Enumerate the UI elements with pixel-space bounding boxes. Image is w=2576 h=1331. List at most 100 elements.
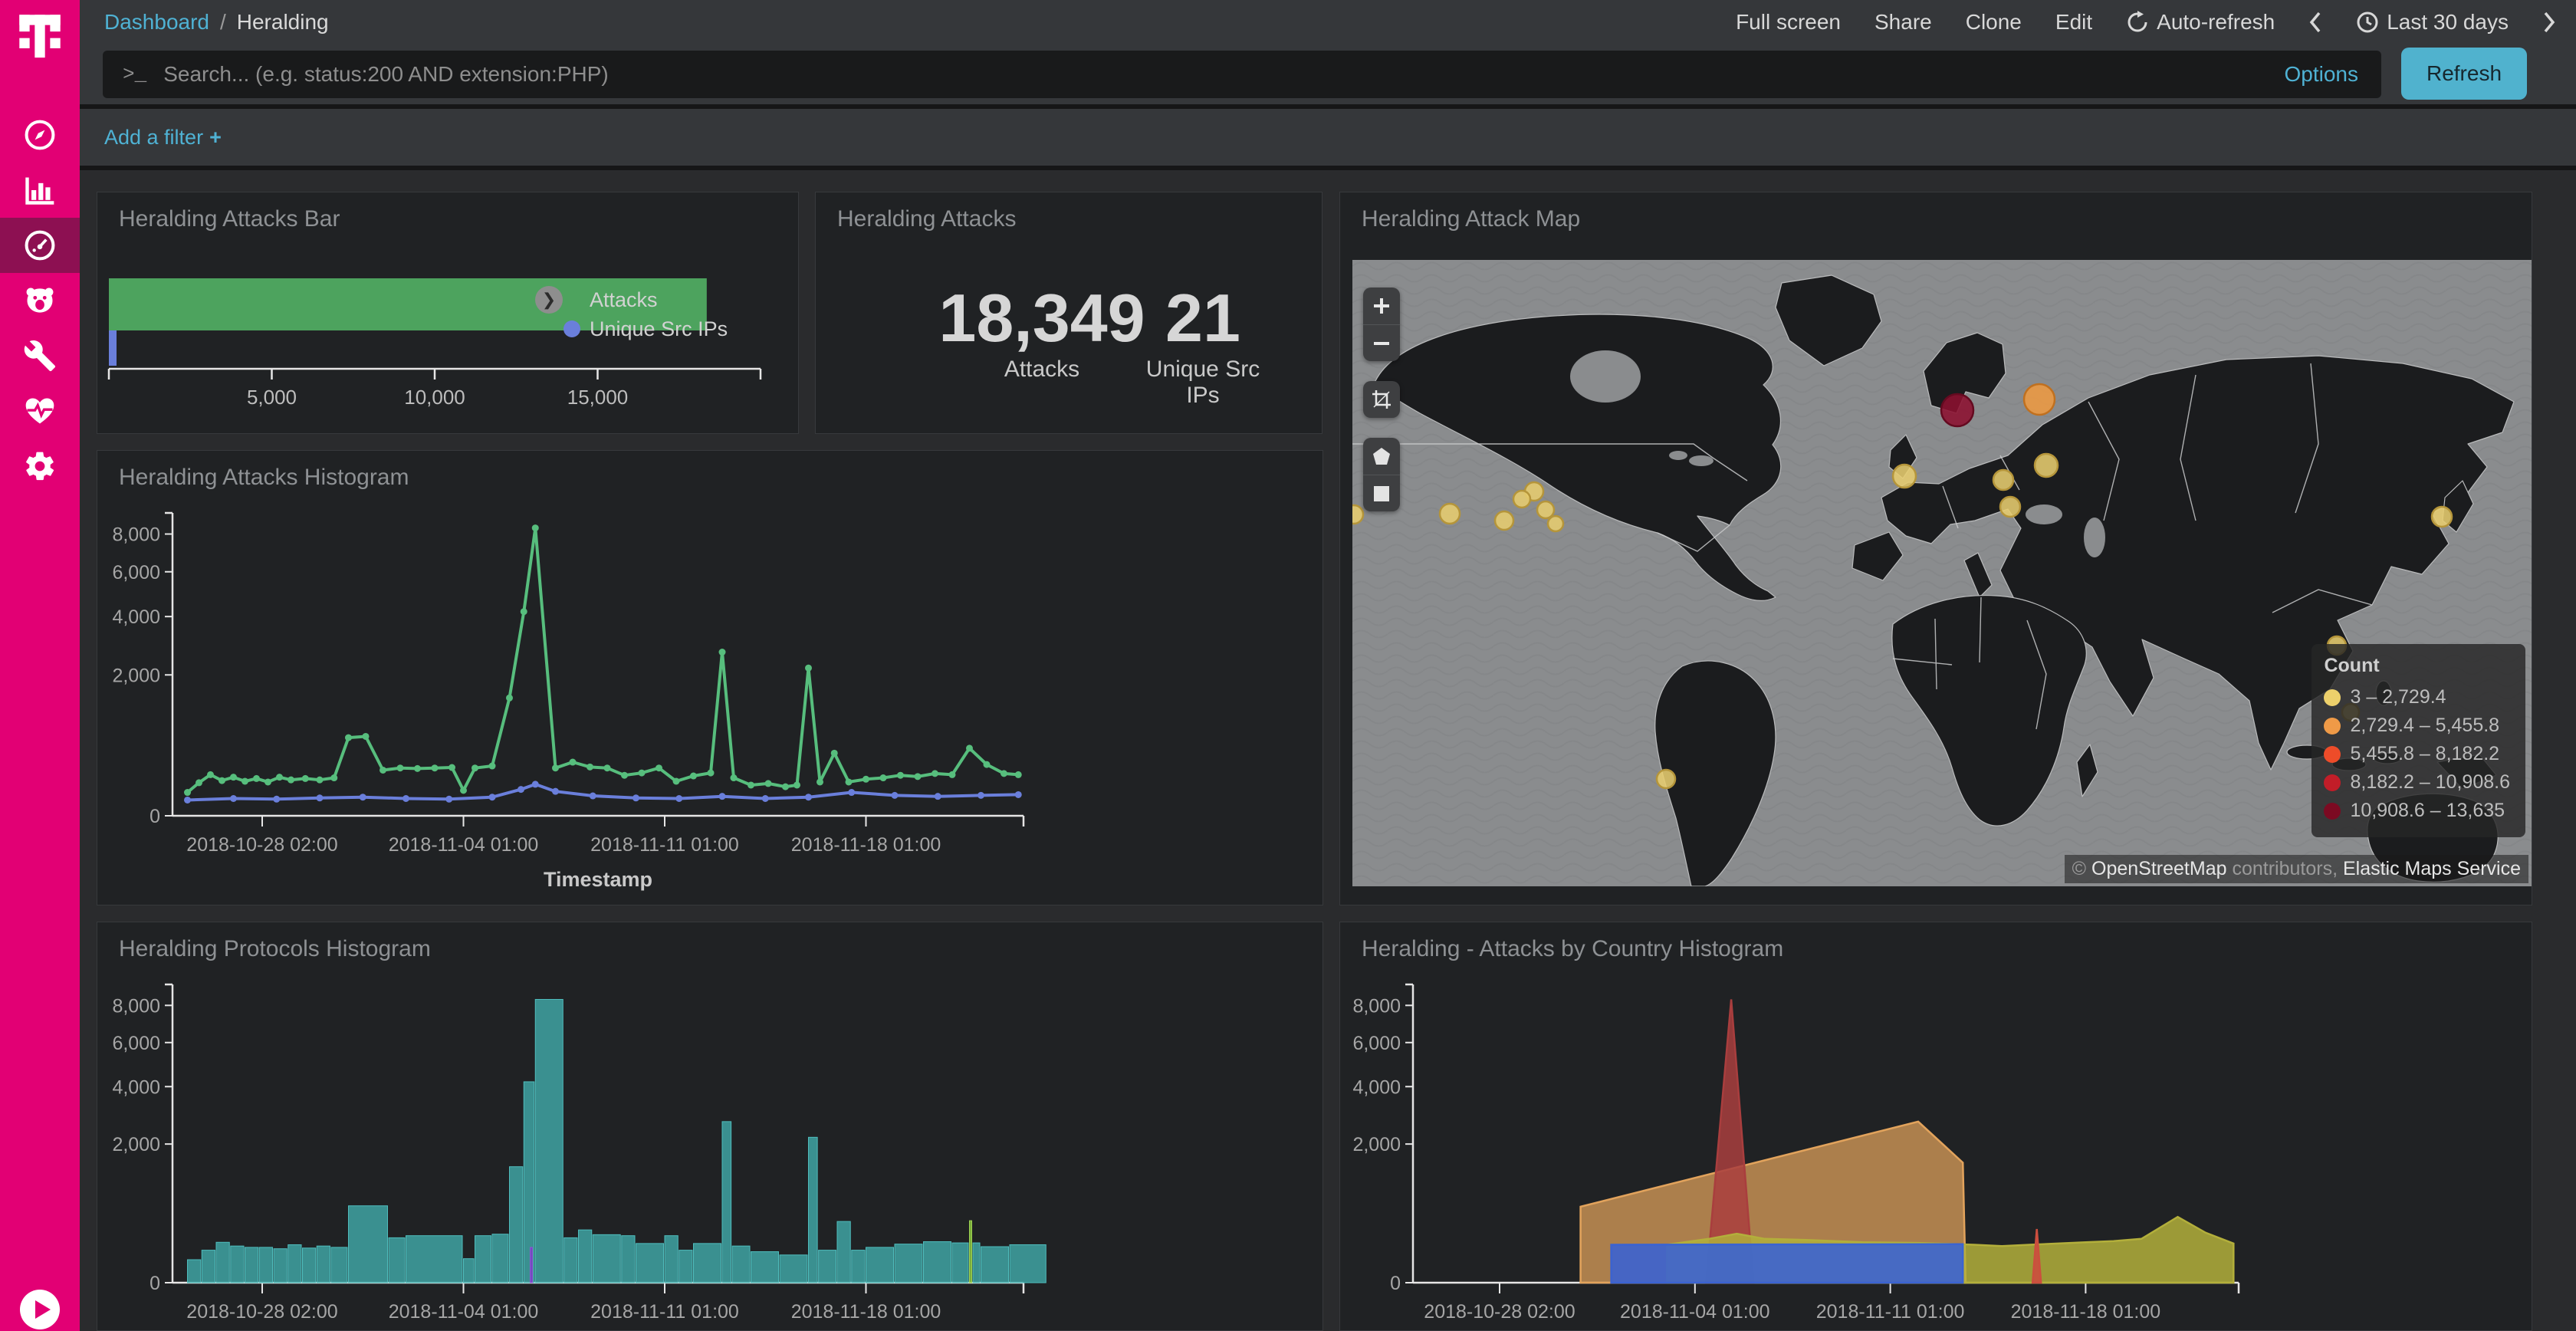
svg-text:2018-11-11 01:00: 2018-11-11 01:00 <box>590 1301 739 1323</box>
ems-link[interactable]: Elastic Maps Service <box>2343 858 2521 879</box>
svg-text:15,000: 15,000 <box>567 386 629 409</box>
add-filter-link[interactable]: Add a filter+ <box>104 126 222 150</box>
telekom-t-logo[interactable] <box>14 9 66 61</box>
attack-location-marker <box>2000 497 2020 517</box>
map-controls <box>1363 288 1400 511</box>
svg-text:4,000: 4,000 <box>112 606 160 628</box>
map-legend-range: 3 – 2,729.4 <box>2350 686 2446 708</box>
svg-text:2018-11-18 01:00: 2018-11-18 01:00 <box>791 834 941 856</box>
chevron-right-icon <box>2542 11 2556 34</box>
polygon-select-button[interactable] <box>1363 438 1400 475</box>
sidebar-item-dev-tools[interactable] <box>0 328 80 383</box>
sidebar-collapse-button[interactable] <box>18 1288 61 1331</box>
attack-location-marker <box>2432 507 2452 527</box>
sidebar-item-visualize[interactable] <box>0 163 80 218</box>
panel-title: Heralding Attack Map <box>1362 206 1580 232</box>
chevron-left-icon <box>2308 11 2322 34</box>
zoom-in-button[interactable] <box>1363 288 1400 324</box>
refresh-arrow-icon <box>2126 11 2149 34</box>
map-legend-item: 8,182.2 – 10,908.6 <box>2324 768 2510 797</box>
svg-text:6,000: 6,000 <box>1352 1033 1401 1054</box>
legend-toggle-icon[interactable]: ❯ <box>535 286 563 314</box>
time-back-button[interactable] <box>2308 11 2322 34</box>
topbar-menu: Full screen Share Clone Edit <box>1736 10 2092 35</box>
attack-location-marker <box>1893 465 1916 488</box>
panel-title: Heralding - Attacks by Country Histogram <box>1362 936 1783 962</box>
bar-chart-icon <box>23 173 57 207</box>
map-legend-dot <box>2324 689 2341 706</box>
sidebar-item-dashboard[interactable] <box>0 218 80 273</box>
map-legend-item: 10,908.6 – 13,635 <box>2324 797 2510 825</box>
attack-location-marker <box>1993 470 2013 490</box>
sidebar-item-management[interactable] <box>0 439 80 494</box>
svg-text:Timestamp: Timestamp <box>544 868 652 891</box>
attack-location-marker <box>1352 505 1363 524</box>
search-input[interactable] <box>163 62 2284 87</box>
topbar-action-share[interactable]: Share <box>1875 10 1932 35</box>
panel-attack-map: Heralding Attack Map <box>1339 192 2532 905</box>
refresh-button[interactable]: Refresh <box>2401 48 2527 100</box>
legend-item-unique-src-ips[interactable]: Unique Src IPs <box>564 314 728 343</box>
metric-value: 21 <box>1144 284 1263 352</box>
svg-text:8,000: 8,000 <box>112 524 160 546</box>
time-range-picker[interactable]: Last 30 days <box>2356 10 2509 35</box>
sidebar-item-monitoring[interactable] <box>0 383 80 439</box>
topbar-actions: Full screen Share Clone Edit Auto-refresh L… <box>1736 10 2556 35</box>
auto-refresh-button[interactable]: Auto-refresh <box>2126 10 2275 35</box>
breadcrumb-dashboard-link[interactable]: Dashboard <box>104 10 209 35</box>
legend-color-dot <box>564 320 580 337</box>
compass-icon <box>23 118 57 152</box>
svg-text:2018-11-11 01:00: 2018-11-11 01:00 <box>1816 1301 1965 1323</box>
topbar-action-edit[interactable]: Edit <box>2055 10 2092 35</box>
svg-text:8,000: 8,000 <box>112 995 160 1017</box>
map-legend-item: 2,729.4 – 5,455.8 <box>2324 712 2510 740</box>
metric-label: Unique Src IPs <box>1144 357 1263 409</box>
divider <box>80 166 2576 170</box>
svg-text:2018-10-28 02:00: 2018-10-28 02:00 <box>186 1301 337 1323</box>
osm-link[interactable]: OpenStreetMap <box>2091 858 2227 879</box>
svg-text:0: 0 <box>150 1273 160 1294</box>
legend-rows: Attacks Unique Src IPs <box>564 285 728 343</box>
bear-icon <box>23 284 57 317</box>
topbar-action-full-screen[interactable]: Full screen <box>1736 10 1841 35</box>
map-legend-range: 2,729.4 – 5,455.8 <box>2350 715 2499 737</box>
svg-text:2,000: 2,000 <box>112 1134 160 1155</box>
sidebar-item-timelion[interactable] <box>0 273 80 328</box>
breadcrumb: Dashboard / Heralding <box>104 10 329 35</box>
sidebar-nav <box>0 107 80 494</box>
svg-text:2018-10-28 02:00: 2018-10-28 02:00 <box>1424 1301 1575 1323</box>
crop-tool-button[interactable] <box>1363 381 1400 418</box>
panel-protocols-histogram: Heralding Protocols Histogram 02,0004,00… <box>97 922 1323 1331</box>
svg-text:0: 0 <box>1390 1273 1401 1294</box>
map-legend-dot <box>2324 746 2341 763</box>
svg-text:4,000: 4,000 <box>1352 1076 1401 1098</box>
search-bar-row: >_ Options Refresh <box>80 44 2576 104</box>
world-map[interactable]: Count 3 – 2,729.4 2,729.4 – 5,455.8 5,455.… <box>1352 260 2532 886</box>
attack-location-marker <box>2024 384 2055 415</box>
panel-title: Heralding Attacks Histogram <box>119 465 409 491</box>
attack-location-marker <box>1548 516 1563 531</box>
svg-text:6,000: 6,000 <box>112 562 160 583</box>
time-forward-button[interactable] <box>2542 11 2556 34</box>
topbar-action-clone[interactable]: Clone <box>1966 10 2022 35</box>
rectangle-select-button[interactable] <box>1363 475 1400 511</box>
svg-text:4,000: 4,000 <box>112 1076 160 1098</box>
svg-text:2018-11-18 01:00: 2018-11-18 01:00 <box>2011 1301 2161 1323</box>
sidebar-item-discover[interactable] <box>0 107 80 163</box>
map-legend-title: Count <box>2324 655 2510 677</box>
legend-label: Unique Src IPs <box>590 317 728 341</box>
search-options-link[interactable]: Options <box>2285 62 2359 87</box>
legend-item-attacks[interactable]: Attacks <box>564 285 728 314</box>
metric-value: 18,349 <box>938 284 1145 352</box>
country-area-chart: 02,0004,0006,0008,0002018-10-28 02:00201… <box>1340 922 2532 1331</box>
svg-text:10,000: 10,000 <box>404 386 465 409</box>
top-navigation-bar: Dashboard / Heralding Full screen Share Cl… <box>80 0 2576 44</box>
map-legend-range: 5,455.8 – 8,182.2 <box>2350 743 2499 765</box>
panel-attacks-metric: Heralding Attacks 18,349 Attacks 21 Uniq… <box>815 192 1322 434</box>
svg-text:2018-11-11 01:00: 2018-11-11 01:00 <box>590 834 739 856</box>
attack-location-marker <box>1941 394 1973 426</box>
panel-title: Heralding Attacks <box>837 206 1016 232</box>
sidebar <box>0 0 80 1331</box>
terminal-prompt-icon: >_ <box>123 63 146 86</box>
zoom-out-button[interactable] <box>1363 324 1400 361</box>
